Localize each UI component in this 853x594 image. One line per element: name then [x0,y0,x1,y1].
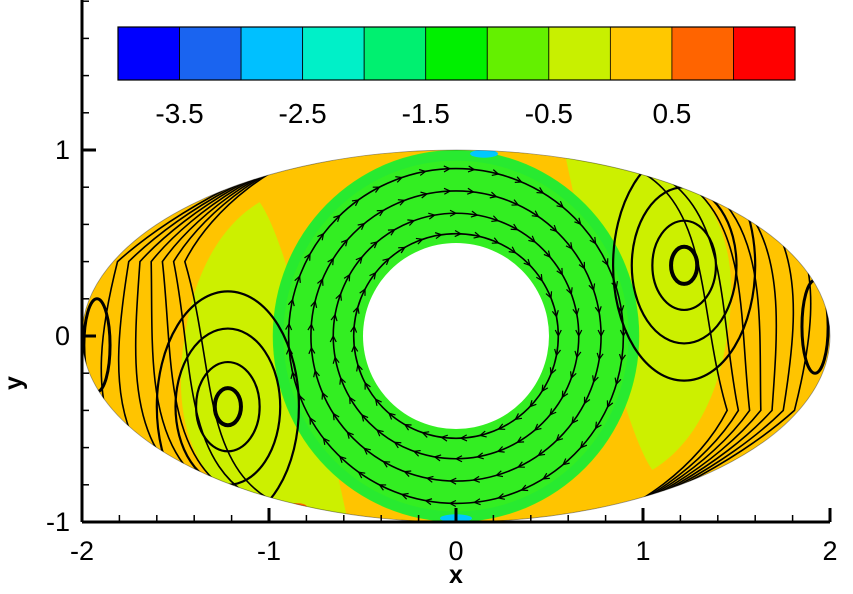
x-tick-label: 2 [822,536,837,566]
x-tick-label: 0 [448,536,463,566]
region-top-right-patch [623,160,644,169]
colorbar-band [548,26,611,81]
region-top-patch [470,150,499,158]
x-axis-label: x [449,561,463,589]
inner-hole [363,243,549,429]
colorbar-tick-label: -2.5 [279,98,327,129]
streamline-circle-0 [350,230,562,442]
colorbar-tick-label: -0.5 [525,98,573,129]
y-axis-label: y [0,376,28,390]
colorbar-tick-label: 0.5 [652,98,691,129]
colorbar-band [179,26,242,81]
colorbar-band [425,26,488,81]
colorbar-band [733,26,796,81]
y-tick-label: 0 [55,321,70,351]
colorbar-band [302,26,365,81]
colorbar: -3.5 -2.5 -1.5 -0.5 0.5 [117,26,796,129]
y-tick-label: -1 [46,507,70,537]
colorbar-band [240,26,304,81]
colorbar-tick-label: -3.5 [155,98,203,129]
x-tick-label: -1 [257,536,281,566]
colorbar-band [671,26,734,81]
x-tick-label: -2 [70,536,94,566]
contour-field [82,150,830,522]
colorbar-tick-label: -1.5 [402,98,450,129]
colorbar-frame [117,26,796,81]
colorbar-band [117,26,180,81]
colorbar-band [609,26,673,81]
colorbar-band [486,26,550,81]
x-tick-label: 1 [635,536,650,566]
y-tick-label: 1 [55,135,70,165]
streamline-circle-1 [329,209,583,463]
colorbar-band [363,26,427,81]
streamline-circle-2 [307,187,605,485]
